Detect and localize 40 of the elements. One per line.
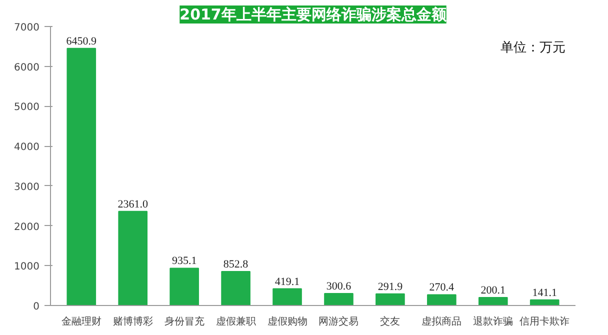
x-tick-label: 虚假兼职 — [216, 316, 256, 328]
bar — [324, 293, 354, 306]
x-tick-label: 金融理财 — [61, 316, 102, 328]
data-label: 300.6 — [326, 280, 352, 293]
x-tick-label: 身份冒充 — [164, 316, 204, 328]
x-tick-label: 信用卡欺诈 — [520, 316, 570, 328]
x-tick-label: 退款诈骗 — [473, 316, 514, 328]
data-label: 6450.9 — [66, 35, 98, 48]
y-tick-label: 0 — [33, 302, 40, 312]
data-label: 200.1 — [480, 284, 506, 297]
y-tick-label: 6000 — [14, 62, 40, 74]
annotation: 单位：万元 — [500, 40, 566, 56]
y-tick-label: 3000 — [14, 182, 40, 193]
bar — [118, 210, 148, 306]
data-label: 852.8 — [223, 258, 249, 271]
bar — [478, 297, 508, 306]
x-tick-label: 虚假购物 — [267, 316, 308, 328]
bar — [376, 293, 405, 306]
y-tick-label: 1000 — [14, 262, 40, 273]
x-tick-label: 赌博博彩 — [112, 316, 153, 328]
x-tick-label: 网游交易 — [318, 316, 359, 328]
x-tick-label: 交友 — [380, 316, 400, 328]
data-label: 2361.0 — [118, 198, 148, 210]
bar — [66, 48, 96, 306]
bar — [530, 299, 560, 306]
bar — [427, 294, 456, 306]
bar — [272, 288, 302, 306]
y-tick-label: 5000 — [14, 102, 40, 114]
y-tick-label: 2000 — [14, 222, 40, 233]
data-label: 291.9 — [378, 280, 404, 293]
x-tick-label: 虚拟商品 — [422, 316, 462, 328]
y-tick-label: 4000 — [14, 142, 40, 154]
data-label: 935.1 — [172, 255, 197, 268]
chart-title: 2017年上半年主要网络诈骗涉案总金额 — [180, 6, 448, 24]
bar — [170, 268, 199, 306]
data-label: 141.1 — [532, 286, 557, 299]
data-label: 270.4 — [429, 282, 455, 294]
bar — [221, 271, 250, 306]
data-label: 419.1 — [274, 276, 300, 288]
y-tick-label: 7000 — [14, 22, 40, 34]
